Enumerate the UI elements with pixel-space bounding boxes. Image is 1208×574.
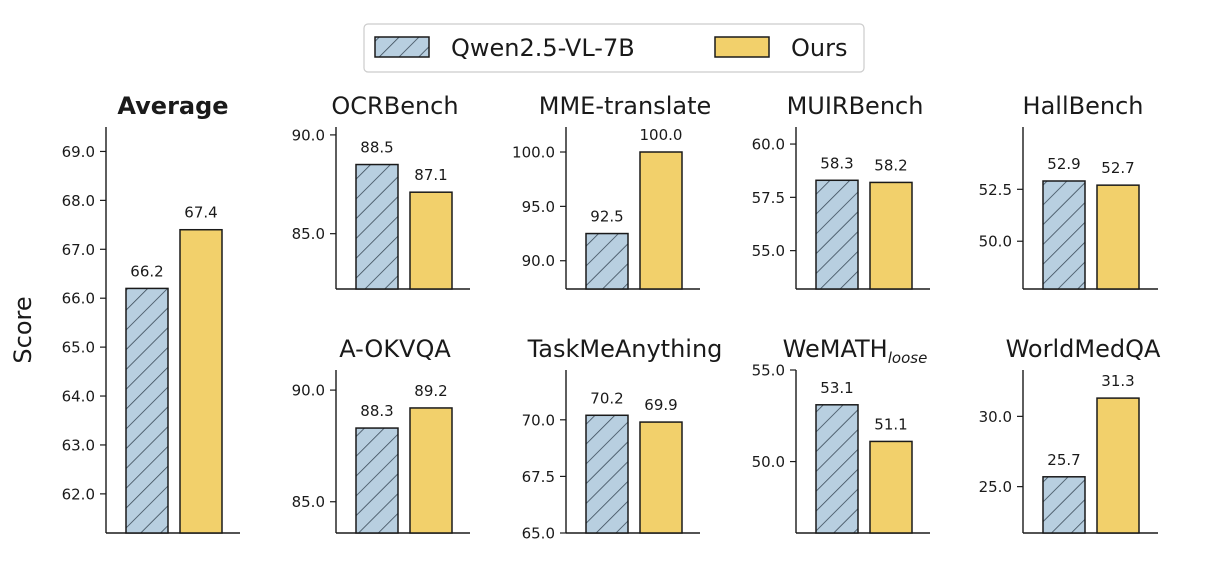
data-label-mme-translate-ours: 100.0 — [640, 126, 683, 144]
panel-title-taskmeanything: TaskMeAnything — [527, 335, 723, 363]
y-tick-label-hallbench: 50.0 — [979, 233, 1012, 251]
y-tick-label-taskmeanything: 70.0 — [522, 411, 555, 429]
data-label-mme-translate-qwen2-5-vl-7b: 92.5 — [590, 208, 623, 226]
y-tick-label-average: 66.0 — [62, 290, 95, 308]
y-tick-label-average: 69.0 — [62, 143, 95, 161]
y-tick-label-average: 67.0 — [62, 241, 95, 259]
y-tick-label-a-okvqa: 90.0 — [292, 382, 325, 400]
panel-title-average: Average — [117, 92, 228, 120]
data-label-worldmedqa-ours: 31.3 — [1101, 372, 1134, 390]
y-tick-label-hallbench: 52.5 — [979, 181, 1012, 199]
panel-hallbench: HallBench 50.0 52.5 52.9 52.7 — [979, 92, 1158, 290]
bar-taskmeanything-qwen2-5-vl-7b — [585, 414, 629, 534]
bar-worldmedqa-qwen2-5-vl-7b — [1042, 476, 1086, 534]
bar-worldmedqa-ours — [1096, 397, 1140, 534]
legend-label-ours: Ours — [791, 34, 847, 62]
legend-swatch-qwen — [374, 36, 430, 58]
y-tick-label-average: 65.0 — [62, 339, 95, 357]
bar-average-ours — [179, 228, 223, 534]
panels: Average 62.0 63.0 64.0 65.0 66.0 67.0 68.0 69.0 6… — [62, 92, 1161, 543]
panel-ocrbench: OCRBench 85.0 90.0 88.5 87.1 — [292, 92, 470, 290]
y-tick-label-worldmedqa: 25.0 — [979, 478, 1012, 496]
data-label-a-okvqa-qwen2-5-vl-7b: 88.3 — [360, 402, 393, 420]
panel-worldmedqa: WorldMedQA 25.0 30.0 25.7 31.3 — [979, 335, 1161, 534]
bar-ocrbench-qwen2-5-vl-7b — [355, 163, 399, 290]
bar-a-okvqa-qwen2-5-vl-7b — [355, 427, 399, 534]
data-label-taskmeanything-ours: 69.9 — [644, 396, 677, 414]
bar-muirbench-ours — [869, 181, 913, 290]
legend-frame — [363, 23, 865, 73]
data-label-wemath-qwen2-5-vl-7b: 53.1 — [820, 379, 853, 397]
panel-average: Average 62.0 63.0 64.0 65.0 66.0 67.0 68.0 69.0 6… — [62, 92, 240, 534]
data-label-hallbench-ours: 52.7 — [1101, 159, 1134, 177]
legend-label-qwen: Qwen2.5-VL-7B — [451, 34, 635, 62]
y-tick-label-ocrbench: 90.0 — [292, 126, 325, 144]
bar-hallbench-ours — [1096, 184, 1140, 290]
bar-muirbench-qwen2-5-vl-7b — [815, 179, 859, 290]
panel-title-hallbench: HallBench — [1023, 92, 1144, 120]
panel-taskmeanything: TaskMeAnything 65.0 67.5 70.0 70.2 69.9 — [522, 335, 723, 543]
y-tick-label-taskmeanything: 65.0 — [522, 525, 555, 543]
y-tick-label-a-okvqa: 85.0 — [292, 493, 325, 511]
y-tick-label-muirbench: 60.0 — [752, 136, 785, 154]
panel-mme-translate: MME-translate 90.0 95.0 100.0 92.5 100.0 — [512, 92, 712, 290]
data-label-ocrbench-ours: 87.1 — [414, 166, 447, 184]
data-label-muirbench-ours: 58.2 — [874, 156, 907, 174]
y-tick-label-wemath: 50.0 — [752, 453, 785, 471]
data-label-taskmeanything-qwen2-5-vl-7b: 70.2 — [590, 389, 623, 407]
bar-average-qwen2-5-vl-7b — [125, 287, 169, 534]
data-label-a-okvqa-ours: 89.2 — [414, 382, 447, 400]
panel-title-ocrbench: OCRBench — [331, 92, 458, 120]
bar-hallbench-qwen2-5-vl-7b — [1042, 180, 1086, 290]
y-tick-label-average: 64.0 — [62, 388, 95, 406]
panel-muirbench: MUIRBench 55.0 57.5 60.0 58.3 58.2 — [752, 92, 930, 290]
bar-wemath-qwen2-5-vl-7b — [815, 404, 859, 534]
y-tick-label-mme-translate: 95.0 — [522, 198, 555, 216]
panel-wemath: WeMATHloose 50.0 55.0 53.1 51.1 — [752, 335, 930, 534]
y-tick-label-mme-translate: 90.0 — [522, 252, 555, 270]
y-tick-label-ocrbench: 85.0 — [292, 225, 325, 243]
panel-title-worldmedqa: WorldMedQA — [1006, 335, 1161, 363]
panel-title-mme-translate: MME-translate — [539, 92, 712, 120]
y-tick-label-muirbench: 55.0 — [752, 242, 785, 260]
data-label-hallbench-qwen2-5-vl-7b: 52.9 — [1047, 155, 1080, 173]
panel-title-wemath: WeMATHloose — [783, 335, 928, 367]
panel-title-a-okvqa: A-OKVQA — [339, 335, 451, 363]
y-tick-label-average: 62.0 — [62, 485, 95, 503]
data-label-worldmedqa-qwen2-5-vl-7b: 25.7 — [1047, 451, 1080, 469]
bar-wemath-ours — [869, 440, 913, 534]
y-tick-label-taskmeanything: 67.5 — [522, 468, 555, 486]
panel-title-muirbench: MUIRBench — [787, 92, 924, 120]
data-label-ocrbench-qwen2-5-vl-7b: 88.5 — [360, 139, 393, 157]
data-label-wemath-ours: 51.1 — [874, 415, 907, 433]
y-tick-label-average: 68.0 — [62, 192, 95, 210]
y-tick-label-wemath: 55.0 — [752, 362, 785, 380]
y-tick-label-mme-translate: 100.0 — [512, 144, 555, 162]
data-label-muirbench-qwen2-5-vl-7b: 58.3 — [820, 154, 853, 172]
bar-ocrbench-ours — [409, 191, 453, 290]
y-tick-label-muirbench: 57.5 — [752, 189, 785, 207]
panel-a-okvqa: A-OKVQA 85.0 90.0 88.3 89.2 — [292, 335, 470, 534]
data-label-average-qwen2-5-vl-7b: 66.2 — [130, 262, 163, 280]
bar-mme-translate-qwen2-5-vl-7b — [585, 232, 629, 290]
data-label-average-ours: 67.4 — [184, 204, 217, 222]
y-tick-label-average: 63.0 — [62, 436, 95, 454]
y-axis-label: Score — [9, 296, 37, 363]
bar-mme-translate-ours — [639, 151, 683, 290]
bar-a-okvqa-ours — [409, 407, 453, 534]
legend-swatch-ours — [714, 36, 770, 58]
bar-taskmeanything-ours — [639, 421, 683, 534]
legend: Qwen2.5-VL-7B Ours — [363, 23, 865, 73]
y-tick-label-worldmedqa: 30.0 — [979, 408, 1012, 426]
